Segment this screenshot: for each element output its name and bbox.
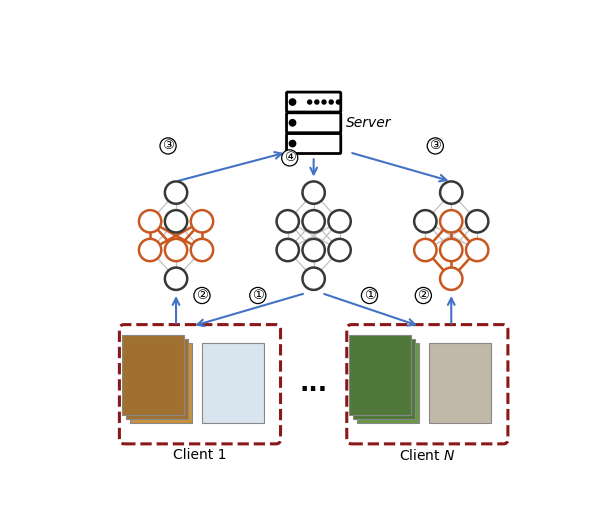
FancyBboxPatch shape: [286, 113, 341, 133]
Text: ③: ③: [162, 139, 174, 152]
Circle shape: [289, 140, 296, 147]
Circle shape: [440, 239, 463, 261]
Circle shape: [289, 99, 296, 105]
Text: ②: ②: [196, 289, 208, 302]
FancyBboxPatch shape: [347, 325, 508, 444]
Text: ①: ①: [364, 289, 375, 302]
Circle shape: [315, 100, 319, 104]
Circle shape: [440, 181, 463, 204]
Circle shape: [329, 100, 333, 104]
Text: ①: ①: [252, 289, 264, 302]
FancyBboxPatch shape: [202, 343, 264, 423]
Text: Client $N$: Client $N$: [399, 448, 455, 463]
Circle shape: [277, 210, 299, 233]
Text: Client 1: Client 1: [173, 448, 226, 462]
FancyBboxPatch shape: [353, 339, 414, 419]
FancyBboxPatch shape: [349, 335, 411, 415]
FancyBboxPatch shape: [119, 325, 280, 444]
Circle shape: [289, 120, 296, 126]
Circle shape: [302, 181, 325, 204]
Circle shape: [139, 239, 162, 261]
FancyBboxPatch shape: [130, 343, 192, 423]
Circle shape: [329, 210, 351, 233]
FancyBboxPatch shape: [357, 343, 419, 423]
Circle shape: [139, 210, 162, 233]
Circle shape: [165, 181, 187, 204]
Circle shape: [165, 210, 187, 233]
Circle shape: [165, 239, 187, 261]
Text: ③: ③: [430, 139, 441, 152]
Circle shape: [302, 268, 325, 290]
Circle shape: [414, 239, 436, 261]
FancyBboxPatch shape: [126, 339, 188, 419]
Circle shape: [322, 100, 326, 104]
Circle shape: [302, 239, 325, 261]
FancyBboxPatch shape: [430, 343, 491, 423]
Circle shape: [165, 268, 187, 290]
Text: Server: Server: [346, 116, 391, 130]
Circle shape: [329, 239, 351, 261]
Circle shape: [466, 239, 488, 261]
Circle shape: [308, 100, 312, 104]
Circle shape: [414, 210, 436, 233]
Text: ...: ...: [300, 372, 327, 396]
Text: ④: ④: [284, 151, 296, 164]
FancyBboxPatch shape: [286, 134, 341, 153]
Circle shape: [302, 210, 325, 233]
Circle shape: [191, 239, 213, 261]
Circle shape: [191, 210, 213, 233]
Text: ②: ②: [417, 289, 429, 302]
Circle shape: [466, 210, 488, 233]
Circle shape: [440, 210, 463, 233]
Circle shape: [337, 100, 340, 104]
FancyBboxPatch shape: [122, 335, 184, 415]
Circle shape: [440, 268, 463, 290]
FancyBboxPatch shape: [286, 92, 341, 112]
Circle shape: [277, 239, 299, 261]
